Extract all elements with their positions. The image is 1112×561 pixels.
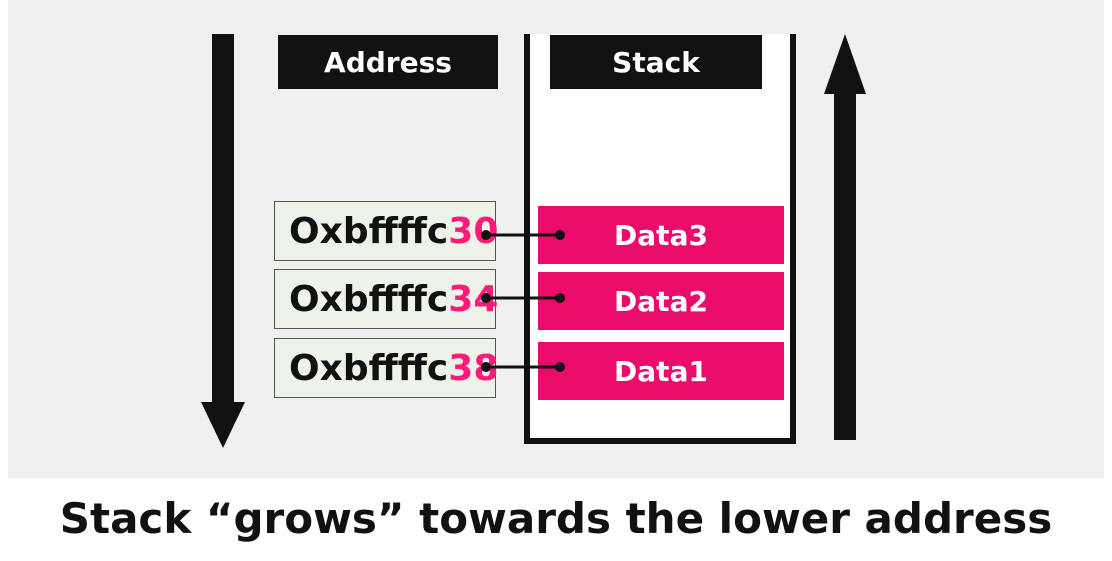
data-box-row-1: Data3 — [538, 206, 784, 264]
address-box-row-2: Oxbffffc 34 — [274, 269, 498, 329]
address-header: Address — [278, 35, 498, 89]
diagram-caption: Stack “grows” towards the lower address — [59, 494, 1053, 543]
address-prefix: Oxbffffc — [289, 210, 449, 252]
address-box-row-1: Oxbffffc 30 — [274, 201, 499, 261]
address-suffix: 30 — [448, 210, 499, 252]
arrow-down-icon — [201, 34, 245, 448]
address-prefix: Oxbffffc — [289, 278, 449, 320]
address-box-row-3: Oxbffffc 38 — [274, 338, 498, 398]
address-prefix: Oxbffffc — [289, 347, 449, 389]
connector-row-1 — [481, 230, 565, 240]
arrow-up-icon — [824, 34, 866, 440]
connector-row-2 — [481, 293, 565, 303]
data-box-row-3: Data1 — [538, 342, 784, 400]
stack-header: Stack — [550, 35, 762, 89]
connector-row-3 — [481, 362, 565, 372]
data-box-row-2: Data2 — [538, 272, 784, 330]
